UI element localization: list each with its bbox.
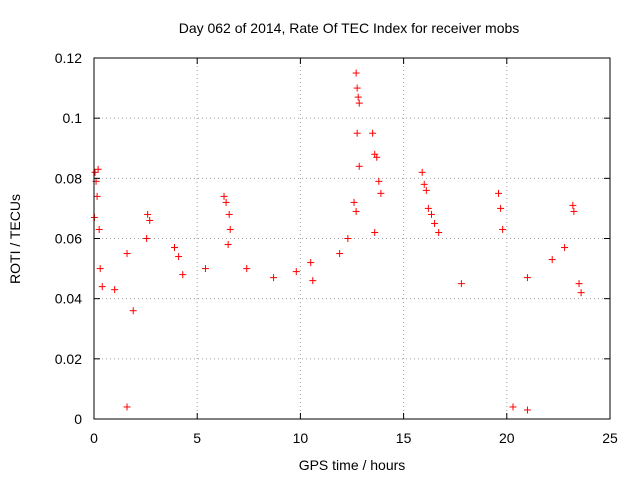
data-point xyxy=(146,216,154,224)
data-point xyxy=(292,268,300,276)
data-point xyxy=(123,250,131,258)
data-point xyxy=(577,289,585,297)
data-point xyxy=(569,201,577,209)
data-point xyxy=(336,250,344,258)
data-point xyxy=(377,189,385,197)
data-point xyxy=(373,153,381,161)
data-point xyxy=(350,198,358,206)
grid-lines xyxy=(94,58,610,419)
data-point xyxy=(570,207,578,215)
y-tick-label: 0.1 xyxy=(63,110,83,126)
data-point xyxy=(352,207,360,215)
data-point xyxy=(270,274,278,282)
y-tick-label: 0.04 xyxy=(55,291,82,307)
data-point xyxy=(355,99,363,107)
data-point xyxy=(369,129,377,137)
data-point xyxy=(561,244,569,252)
data-point xyxy=(129,307,137,315)
data-point xyxy=(144,210,152,218)
data-point xyxy=(352,69,360,77)
y-axis-label: ROTI / TECUs xyxy=(7,194,23,284)
x-tick-label: 20 xyxy=(499,430,515,446)
plot-frame xyxy=(93,57,611,420)
y-tick-label: 0.08 xyxy=(55,170,82,186)
data-point xyxy=(143,235,151,242)
data-point xyxy=(375,177,383,185)
data-point xyxy=(431,219,439,227)
x-axis-label: GPS time / hours xyxy=(299,457,406,473)
x-tick-label: 0 xyxy=(90,430,98,446)
data-point xyxy=(424,204,432,212)
data-point xyxy=(497,204,505,212)
data-point xyxy=(93,192,101,200)
data-point xyxy=(427,210,435,218)
data-point xyxy=(523,274,531,282)
data-point xyxy=(354,93,362,101)
data-point xyxy=(96,265,104,273)
y-tick-label: 0.06 xyxy=(55,231,82,247)
x-tick-label: 10 xyxy=(293,430,309,446)
data-point xyxy=(355,162,363,170)
data-point xyxy=(226,225,234,233)
data-point xyxy=(243,265,251,273)
data-point xyxy=(307,259,315,267)
data-point xyxy=(495,189,503,197)
y-axis-ticks: 0 0.02 0.04 0.06 0.08 0.1 0.12 xyxy=(55,50,610,427)
data-point xyxy=(201,265,209,273)
chart-title: Day 062 of 2014, Rate Of TEC Index for r… xyxy=(179,20,520,36)
data-point xyxy=(418,168,426,176)
data-point xyxy=(224,241,232,249)
data-point xyxy=(371,228,379,236)
data-point xyxy=(344,235,352,242)
data-point xyxy=(179,271,187,279)
data-point xyxy=(509,403,517,411)
x-tick-label: 15 xyxy=(396,430,412,446)
data-point xyxy=(98,283,106,291)
data-point xyxy=(91,168,99,176)
x-tick-label: 5 xyxy=(193,430,201,446)
data-point xyxy=(420,180,428,188)
data-point xyxy=(175,253,183,261)
data-point xyxy=(353,129,361,137)
data-point xyxy=(94,165,102,173)
data-point xyxy=(457,280,465,288)
data-point xyxy=(309,277,317,285)
data-point xyxy=(95,225,103,233)
x-axis-ticks: 0 5 10 15 20 25 xyxy=(90,58,618,446)
data-point xyxy=(435,228,443,236)
data-point xyxy=(422,186,430,194)
data-point xyxy=(123,403,131,411)
data-point xyxy=(111,286,119,294)
data-point xyxy=(499,225,507,233)
data-point xyxy=(225,210,233,218)
data-point xyxy=(523,406,531,414)
data-point xyxy=(170,244,178,252)
data-point xyxy=(548,256,556,264)
data-point xyxy=(575,280,583,288)
data-point xyxy=(222,198,230,206)
x-tick-label: 25 xyxy=(602,430,618,446)
y-tick-label: 0 xyxy=(74,411,82,427)
data-points xyxy=(90,69,585,414)
y-tick-label: 0.12 xyxy=(55,50,82,66)
y-tick-label: 0.02 xyxy=(55,351,82,367)
data-point xyxy=(353,84,361,92)
data-point xyxy=(220,192,228,200)
